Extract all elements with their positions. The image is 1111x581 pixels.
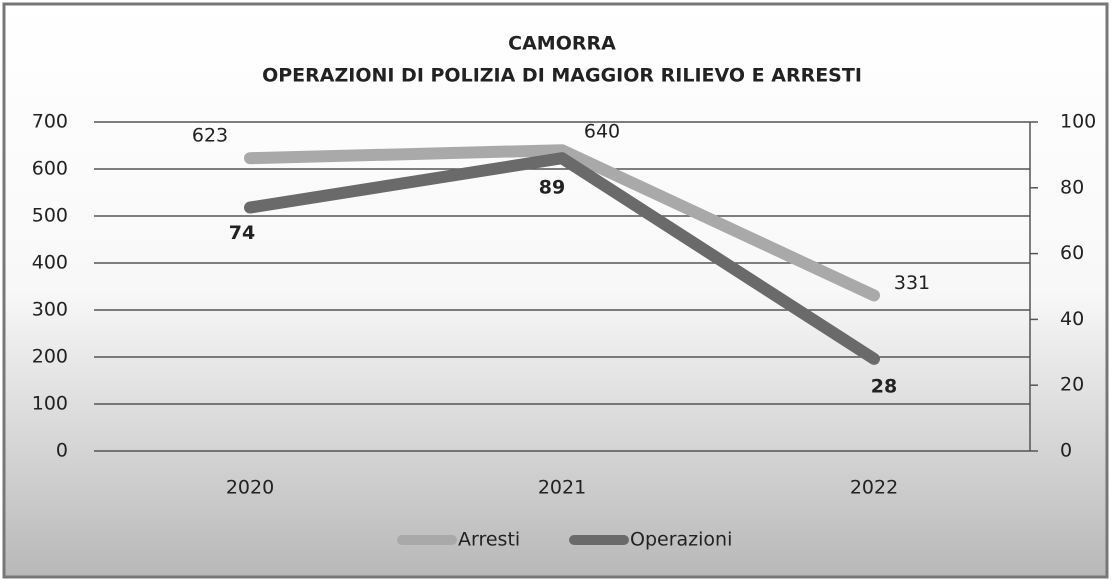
chart-subtitle: OPERAZIONI DI POLIZIA DI MAGGIOR RILIEVO… (262, 65, 862, 87)
y2-tick-label: 40 (1060, 308, 1084, 330)
legend-label: Arresti (458, 529, 520, 551)
data-label: 623 (192, 125, 228, 147)
y-tick-label: 700 (32, 111, 68, 133)
data-label: 640 (584, 121, 620, 143)
legend-label: Operazioni (630, 529, 732, 551)
y-tick-label: 600 (32, 158, 68, 180)
y2-tick-label: 20 (1060, 374, 1084, 396)
y-tick-label: 200 (32, 346, 68, 368)
series-line (244, 152, 880, 365)
y2-tick-label: 60 (1060, 242, 1084, 264)
y-tick-label: 300 (32, 299, 68, 321)
data-label: 331 (894, 272, 930, 294)
y2-tick-label: 0 (1060, 440, 1072, 462)
y-tick-label: 100 (32, 393, 68, 415)
y-tick-label: 0 (56, 440, 68, 462)
chart-title: CAMORRA (508, 33, 616, 55)
data-label: 28 (871, 375, 897, 397)
x-tick-label: 2021 (538, 477, 586, 499)
y-tick-label: 400 (32, 252, 68, 274)
y2-tick-label: 80 (1060, 176, 1084, 198)
x-tick-label: 2022 (850, 477, 898, 499)
series-line (244, 144, 880, 302)
y-tick-label: 500 (32, 205, 68, 227)
data-label: 74 (229, 222, 255, 244)
data-label: 89 (539, 177, 565, 199)
y2-tick-label: 100 (1060, 111, 1096, 133)
x-tick-label: 2020 (226, 477, 274, 499)
